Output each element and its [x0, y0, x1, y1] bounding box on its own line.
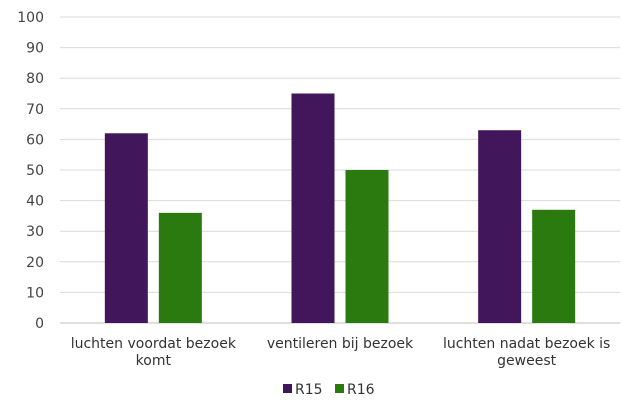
y-tick-label: 0 — [35, 316, 44, 332]
bar-r16-0 — [158, 212, 202, 323]
legend-swatch-r15 — [283, 384, 292, 393]
y-tick-label: 100 — [17, 10, 44, 26]
bar-r15-0 — [104, 133, 148, 323]
bars — [104, 93, 576, 323]
x-category-label: luchten voordat bezoek komt — [71, 336, 237, 369]
y-tick-label: 60 — [26, 132, 44, 148]
y-tick-label: 50 — [26, 163, 44, 179]
grid-lines — [60, 16, 620, 324]
legend: R15 R16 — [283, 382, 375, 398]
legend-label-r16: R16 — [347, 382, 375, 398]
y-tick-label: 20 — [26, 255, 44, 271]
legend-label-r15: R15 — [295, 382, 323, 398]
x-axis-labels: luchten voordat bezoek komt ventileren bij… — [71, 336, 611, 369]
bar-r15-2 — [478, 130, 522, 323]
y-tick-label: 80 — [26, 71, 44, 87]
y-axis-ticks: 0 10 20 30 40 50 60 70 80 90 100 — [17, 10, 44, 332]
bar-r16-2 — [532, 209, 576, 323]
y-tick-label: 90 — [26, 41, 44, 57]
bar-r16-1 — [345, 170, 389, 323]
y-tick-label: 30 — [26, 224, 44, 240]
x-category-label: ventileren bij bezoek — [267, 336, 414, 352]
x-category-label: luchten nadat bezoek is geweest — [443, 336, 610, 369]
bar-r15-1 — [291, 93, 335, 323]
y-tick-label: 40 — [26, 194, 44, 210]
y-tick-label: 70 — [26, 102, 44, 118]
legend-swatch-r16 — [335, 384, 344, 393]
y-tick-label: 10 — [26, 285, 44, 301]
